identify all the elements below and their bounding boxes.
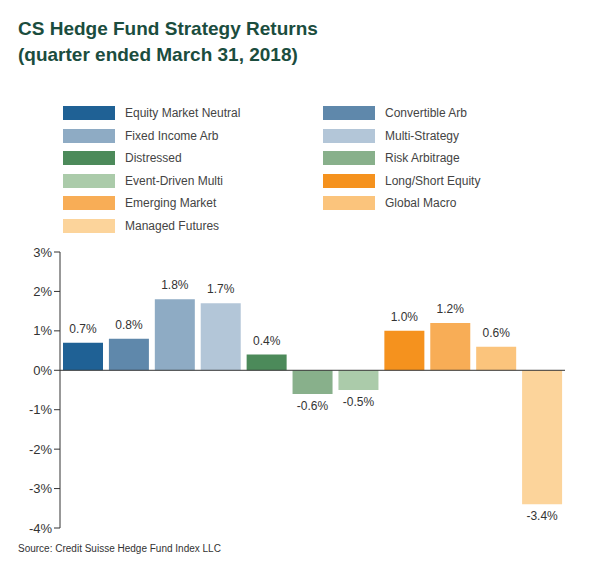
svg-text:3%: 3% bbox=[33, 245, 52, 260]
html-text:CS Hedge Fund Strategy Returns: CS Hedge Fund Strategy Returns bbox=[18, 18, 318, 39]
svg-text:-2%: -2% bbox=[29, 442, 53, 457]
svg-text:-1%: -1% bbox=[29, 402, 53, 417]
svg-text:1.8%: 1.8% bbox=[161, 278, 189, 292]
svg-text:1%: 1% bbox=[33, 323, 52, 338]
html-text:Source: Credit Suisse Hedge Fu: Source: Credit Suisse Hedge Fund Index L… bbox=[18, 543, 221, 554]
svg-text:-0.5%: -0.5% bbox=[343, 395, 375, 409]
svg-text:-3%: -3% bbox=[29, 481, 53, 496]
html-text:(quarter ended March 31, 2018): (quarter ended March 31, 2018) bbox=[18, 44, 298, 65]
html-text:Multi-Strategy: Multi-Strategy bbox=[385, 128, 459, 143]
html-text:Convertible Arb: Convertible Arb bbox=[385, 106, 467, 121]
html-text:Event-Driven Multi: Event-Driven Multi bbox=[125, 173, 223, 188]
svg-text:-3.4%: -3.4% bbox=[526, 509, 558, 523]
html-text:Global Macro: Global Macro bbox=[385, 196, 457, 211]
svg-text:2%: 2% bbox=[33, 284, 52, 299]
html-text:Risk Arbitrage: Risk Arbitrage bbox=[385, 151, 460, 166]
svg-text:0.4%: 0.4% bbox=[253, 334, 281, 348]
html-text:Fixed Income Arb: Fixed Income Arb bbox=[125, 128, 219, 143]
svg-text:-4%: -4% bbox=[29, 521, 53, 536]
html-text:Long/Short Equity: Long/Short Equity bbox=[385, 173, 481, 188]
svg-text:0%: 0% bbox=[33, 363, 52, 378]
svg-text:1.7%: 1.7% bbox=[207, 282, 235, 296]
svg-text:0.6%: 0.6% bbox=[483, 326, 511, 340]
svg-text:1.2%: 1.2% bbox=[437, 302, 465, 316]
svg-text:0.7%: 0.7% bbox=[69, 322, 97, 336]
svg-text:1.0%: 1.0% bbox=[391, 310, 419, 324]
svg-text:-0.6%: -0.6% bbox=[297, 399, 329, 413]
html-text:Managed Futures: Managed Futures bbox=[125, 218, 220, 233]
html-text:Emerging Market: Emerging Market bbox=[125, 196, 217, 211]
html-text:Equity Market Neutral: Equity Market Neutral bbox=[125, 106, 241, 121]
svg-text:0.8%: 0.8% bbox=[115, 318, 143, 332]
html-text:Distressed: Distressed bbox=[125, 151, 182, 166]
